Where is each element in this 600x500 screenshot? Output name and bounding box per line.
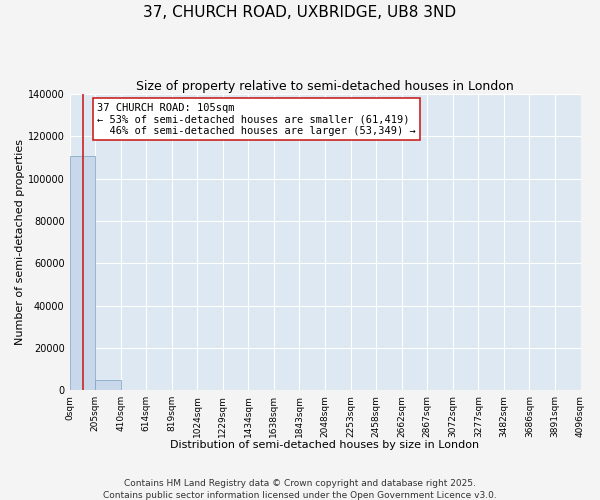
X-axis label: Distribution of semi-detached houses by size in London: Distribution of semi-detached houses by … [170,440,479,450]
Title: Size of property relative to semi-detached houses in London: Size of property relative to semi-detach… [136,80,514,93]
Bar [70,156,95,390]
Text: 37, CHURCH ROAD, UXBRIDGE, UB8 3ND: 37, CHURCH ROAD, UXBRIDGE, UB8 3ND [143,5,457,20]
Bar [95,380,121,390]
Text: Contains HM Land Registry data © Crown copyright and database right 2025.
Contai: Contains HM Land Registry data © Crown c… [103,478,497,500]
Text: 37 CHURCH ROAD: 105sqm
← 53% of semi-detached houses are smaller (61,419)
  46% : 37 CHURCH ROAD: 105sqm ← 53% of semi-det… [97,102,416,136]
Y-axis label: Number of semi-detached properties: Number of semi-detached properties [15,139,25,345]
